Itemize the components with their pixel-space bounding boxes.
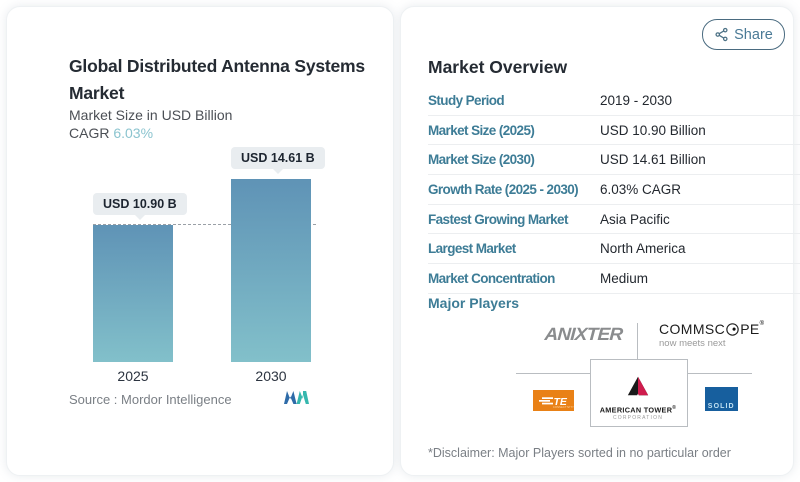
svg-text:SOLID: SOLID	[707, 403, 734, 410]
svg-text:CONNECTIVITY: CONNECTIVITY	[553, 406, 574, 409]
